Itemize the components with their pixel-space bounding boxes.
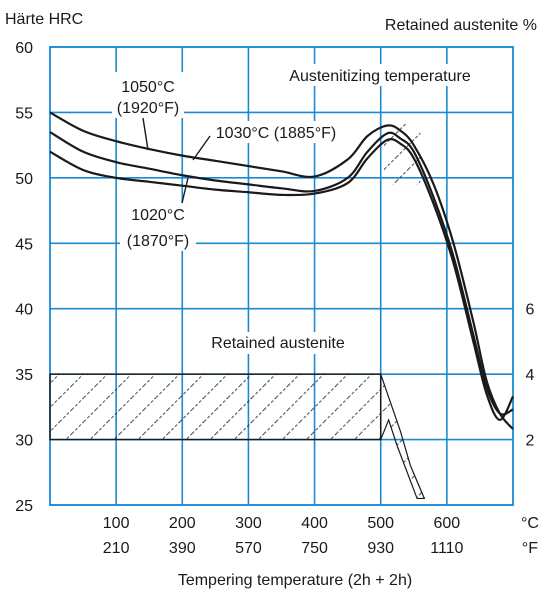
x-tick-label-f-200: 390: [169, 540, 196, 557]
x-tick-label-c-400: 400: [301, 515, 328, 532]
leader-1050: [142, 117, 149, 151]
y-tick-label-50: 50: [15, 171, 33, 188]
label-1050-line1: 1050°C: [121, 79, 175, 96]
curve-series-0: [49, 111, 514, 430]
x-tick-label-c-200: 200: [169, 515, 196, 532]
x-unit-c: °C: [521, 515, 539, 532]
x-axis-label: Tempering temperature (2h + 2h): [178, 572, 412, 589]
y-tick-label-25: 25: [15, 498, 33, 515]
x-unit-f: °F: [522, 540, 538, 557]
x-tick-label-f-400: 750: [301, 540, 328, 557]
hatched-regions: [49, 122, 426, 500]
label-1050-line2: (1920°F): [117, 100, 179, 117]
austenitizing-label: Austenitizing temperature: [268, 64, 490, 86]
label-1030: 1030°C (1885°F): [210, 121, 344, 143]
x-tick-label-f-100: 210: [103, 540, 130, 557]
y-right-tick-label-6: 6: [526, 302, 535, 319]
x-tick-label-f-500: 930: [367, 540, 394, 557]
label-1050: 1050°C (1920°F): [112, 72, 184, 118]
label-1030-text: 1030°C (1885°F): [216, 125, 336, 142]
label-1020-line1: 1020°C: [131, 207, 185, 224]
y-left-label: Härte HRC: [5, 11, 83, 28]
tick-labels: 25 30 35 40 45 50 55 60 2 4 6 100 210 200 390 300 570 400…: [15, 40, 534, 557]
austenitizing-text: Austenitizing temperature: [289, 68, 471, 85]
y-tick-label-35: 35: [15, 367, 33, 384]
curve-series-1: [49, 131, 514, 416]
retained-austenite-text: Retained austenite: [211, 335, 345, 352]
x-tick-label-c-500: 500: [367, 515, 394, 532]
x-tick-label-f-600: 1110: [430, 540, 463, 557]
y-tick-label-40: 40: [15, 302, 33, 319]
x-tick-label-c-300: 300: [235, 515, 262, 532]
y-tick-label-30: 30: [15, 433, 33, 450]
curve-series-2: [49, 137, 514, 422]
leader-1020: [181, 177, 189, 204]
hardness-curves: [49, 111, 514, 430]
plot-frame: [49, 46, 514, 506]
retained-austenite-tail: [380, 373, 426, 500]
leader-1030: [192, 135, 211, 161]
x-tick-label-f-300: 570: [235, 540, 262, 557]
y-tick-label-45: 45: [15, 236, 33, 253]
y-tick-label-60: 60: [15, 40, 33, 57]
x-tick-label-c-600: 600: [434, 515, 461, 532]
retained-austenite-band: [49, 373, 382, 441]
y-right-label: Retained austenite %: [385, 17, 537, 34]
x-tick-label-c-100: 100: [103, 515, 130, 532]
y-right-tick-label-4: 4: [526, 367, 535, 384]
y-tick-label-55: 55: [15, 105, 33, 122]
label-1020: 1020°C (1870°F): [120, 203, 196, 251]
retained-austenite-label: Retained austenite: [200, 332, 356, 354]
y-right-tick-label-2: 2: [526, 433, 535, 450]
label-1020-line2: (1870°F): [127, 233, 189, 250]
